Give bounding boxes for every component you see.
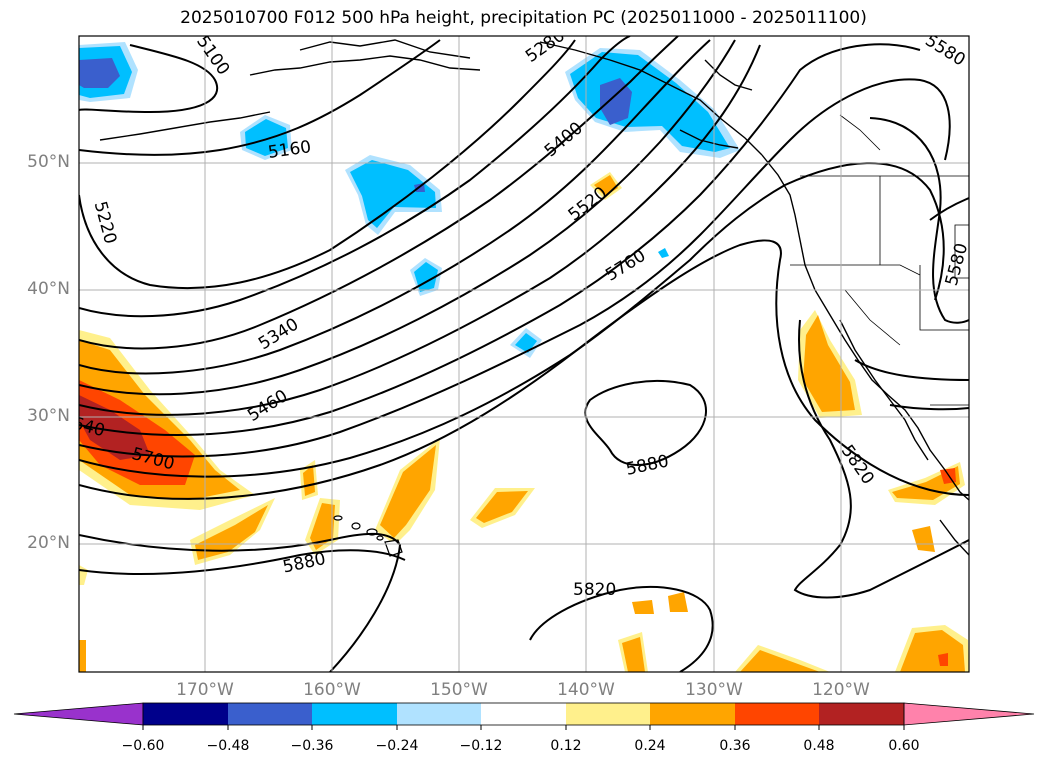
contour-label: 5820: [573, 580, 616, 600]
contour-5400: [79, 39, 711, 375]
colorbar-bin: [228, 703, 312, 725]
contour-5820-ne: [854, 359, 969, 381]
contour-5820-east: [793, 319, 969, 599]
colorbar: [13, 702, 1035, 730]
lat-label-30n: 30°N: [27, 406, 70, 426]
lon-label-120w: 120°W: [812, 680, 870, 700]
colorbar-bin: [650, 703, 735, 725]
colorbar-extend-low: [13, 702, 144, 726]
contour-label: 5760: [602, 246, 649, 286]
colorbar-tick-label: 0.60: [888, 738, 920, 754]
coastlines: [99, 39, 969, 556]
lon-label-140w: 140°W: [557, 680, 615, 700]
map-frame: [78, 35, 970, 673]
lon-label-130w: 130°W: [685, 680, 743, 700]
contour-5820: [79, 532, 402, 672]
precip-warm-anomalies: [79, 172, 969, 672]
colorbar-bin: [312, 703, 397, 725]
contour-label-group: 5100 5160 5220 5280 5340 5400 5460 5520 …: [79, 26, 973, 600]
map-title: 2025010700 F012 500 hPa height, precipit…: [180, 8, 867, 28]
colorbar-bin: [819, 703, 904, 725]
map-grid: [79, 36, 969, 672]
contour-5460: [79, 39, 736, 396]
lat-label-40n: 40°N: [27, 279, 70, 299]
contour-label: 5280: [522, 26, 569, 67]
contour-5100: [79, 44, 219, 114]
contour-label: 5880: [281, 549, 327, 578]
contour-label: 5880: [624, 451, 670, 480]
contour-5280: [79, 36, 631, 318]
colorbar-tick-label: 0.24: [634, 738, 666, 754]
contour-5640: [79, 78, 951, 458]
contour-5880-center: [584, 379, 707, 466]
colorbar-bin: [143, 703, 228, 725]
colorbar-tick-label: 0.48: [803, 738, 835, 754]
contour-5700: [79, 162, 945, 478]
contour-5880-west: [79, 549, 406, 576]
colorbar-tick-label: −0.12: [459, 738, 503, 754]
contour-label: 5580: [942, 241, 973, 288]
contour-label: 5220: [90, 199, 121, 246]
contour-5160: [79, 39, 441, 156]
lon-label-160w: 160°W: [303, 680, 361, 700]
contour-5220: [79, 39, 576, 290]
colorbar-tick-label: 0.36: [719, 738, 751, 754]
colorbar-tick-label: −0.60: [121, 738, 165, 754]
colorbar-tick-label: −0.48: [206, 738, 250, 754]
colorbar-tick-label: −0.36: [290, 738, 334, 754]
lat-label-20n: 20°N: [27, 533, 70, 553]
contour-5820-south: [529, 585, 714, 672]
lat-label-50n: 50°N: [27, 152, 70, 172]
contour-label: 5340: [255, 314, 302, 354]
contour-5880-ne: [889, 404, 969, 411]
contour-5520: [79, 44, 761, 416]
colorbar-bin: [481, 703, 566, 725]
political-borders: [790, 114, 969, 406]
contour-label: 5100: [192, 32, 233, 79]
contour-5760: [79, 239, 969, 500]
colorbar-tick-label: −0.24: [375, 738, 419, 754]
contour-label: 5460: [244, 386, 291, 426]
contour-5580-west: [79, 43, 921, 436]
lon-label-150w: 150°W: [430, 680, 488, 700]
height-contours: [79, 36, 969, 672]
colorbar-bin: [735, 703, 819, 725]
colorbar-tick-label: 0.12: [550, 738, 582, 754]
contour-5340: [79, 36, 679, 350]
colorbar-bin: [566, 703, 650, 725]
colorbar-extend-high: [903, 702, 1035, 726]
contour-5580-east: [869, 117, 969, 324]
colorbar-bin: [397, 703, 481, 725]
precip-cold-anomalies: [79, 42, 740, 358]
contour-label: 5400: [541, 118, 587, 161]
lon-label-170w: 170°W: [176, 680, 234, 700]
